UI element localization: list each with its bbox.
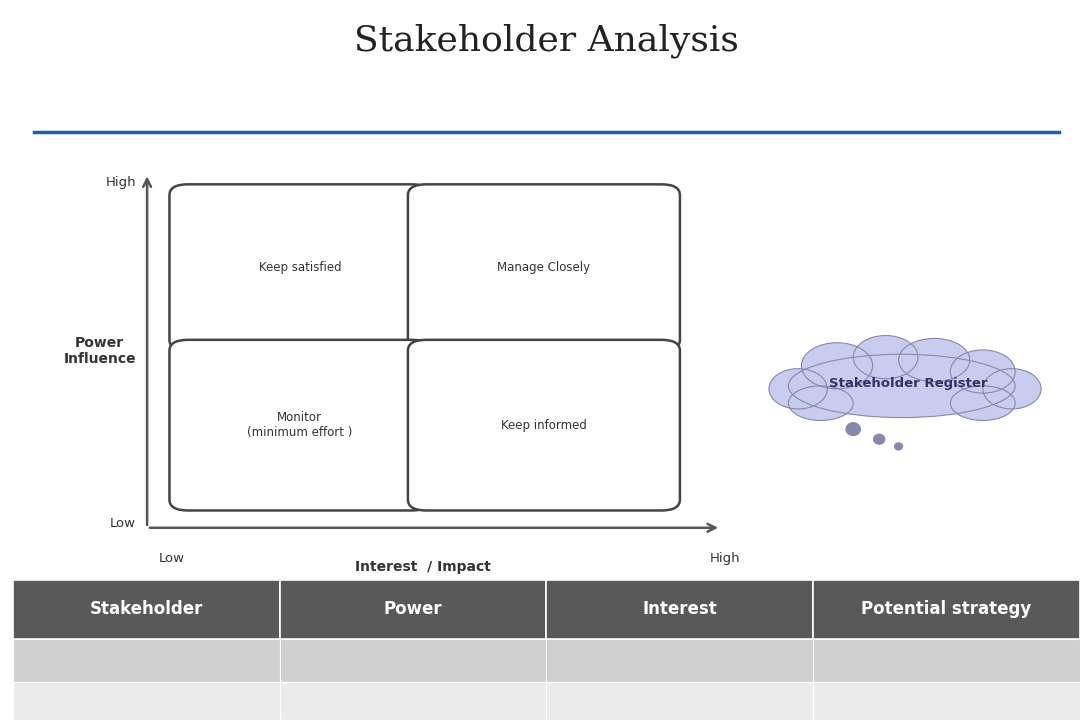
FancyBboxPatch shape — [408, 340, 680, 510]
FancyBboxPatch shape — [170, 340, 430, 510]
Text: Keep informed: Keep informed — [501, 418, 586, 432]
Text: Monitor
(minimum effort ): Monitor (minimum effort ) — [247, 411, 352, 439]
Text: Stakeholder Analysis: Stakeholder Analysis — [354, 23, 739, 58]
Circle shape — [894, 443, 903, 450]
Bar — [546, 682, 813, 720]
Text: Manage Closely: Manage Closely — [498, 261, 591, 274]
FancyBboxPatch shape — [408, 184, 680, 351]
Bar — [813, 682, 1080, 720]
Bar — [546, 580, 813, 639]
Ellipse shape — [801, 343, 873, 389]
Text: Power
Influence: Power Influence — [64, 336, 136, 366]
Bar — [813, 580, 1080, 639]
Ellipse shape — [950, 386, 1015, 420]
Ellipse shape — [769, 369, 827, 409]
Bar — [13, 682, 280, 720]
Text: Potential strategy: Potential strategy — [862, 600, 1031, 618]
Bar — [280, 580, 546, 639]
Text: Stakeholder: Stakeholder — [90, 600, 203, 618]
Circle shape — [874, 434, 885, 444]
Bar — [13, 639, 280, 682]
Bar — [280, 682, 546, 720]
Ellipse shape — [983, 369, 1041, 409]
Text: Interest: Interest — [643, 600, 717, 618]
Text: Keep satisfied: Keep satisfied — [258, 261, 341, 274]
Bar — [546, 639, 813, 682]
Circle shape — [846, 423, 861, 436]
Ellipse shape — [853, 336, 918, 379]
FancyBboxPatch shape — [170, 184, 430, 351]
Ellipse shape — [950, 350, 1015, 393]
Bar — [813, 639, 1080, 682]
Text: High: High — [710, 552, 740, 564]
Text: High: High — [105, 176, 136, 189]
Ellipse shape — [788, 386, 853, 420]
Ellipse shape — [899, 338, 970, 382]
Text: Stakeholder Register: Stakeholder Register — [829, 377, 987, 390]
Text: Power: Power — [383, 600, 443, 618]
Bar — [280, 639, 546, 682]
Text: Interest  / Impact: Interest / Impact — [355, 560, 490, 574]
Text: Low: Low — [110, 517, 136, 530]
Text: Low: Low — [159, 552, 185, 564]
Bar — [13, 580, 280, 639]
Ellipse shape — [788, 354, 1015, 418]
